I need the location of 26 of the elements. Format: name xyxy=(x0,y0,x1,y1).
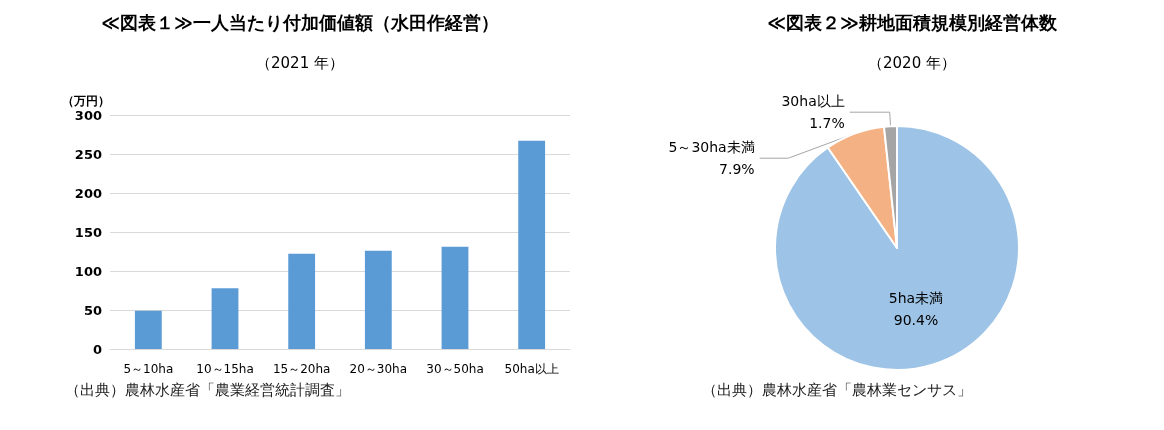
y-tick-label: 150 xyxy=(74,224,102,240)
x-tick-label: 15～20ha xyxy=(272,362,331,376)
chart-subtitle: （2020 年） xyxy=(868,53,956,72)
y-tick-label: 0 xyxy=(92,341,102,357)
text: （出典）農林水産省「農林業センサス」 xyxy=(702,380,972,399)
text: （出典）農林水産省「農業経営統計調査」 xyxy=(65,380,350,399)
slice-label: 30ha以上 xyxy=(781,93,845,110)
x-tick-label: 50ha以上 xyxy=(504,362,559,376)
chart-title: ≪図表１≫一人当たり付加価値額（水田作経営） xyxy=(101,11,499,33)
x-tick-label: 5～10ha xyxy=(123,362,174,376)
x-tick-label: 20～30ha xyxy=(349,362,408,376)
slice-label: 5～30ha未満 xyxy=(668,139,755,156)
y-tick-label: 250 xyxy=(74,146,102,162)
x-tick-label: 10～15ha xyxy=(196,362,254,376)
y-tick-label: 100 xyxy=(74,263,102,279)
y-tick-label: 300 xyxy=(74,107,102,123)
data-label: 90.4% xyxy=(893,312,939,329)
chart-title: ≪図表２≫耕地面積規模別経営体数 xyxy=(767,11,1058,33)
slice-label: 5ha未満 xyxy=(888,290,944,307)
y-axis-title: （万円） xyxy=(62,94,110,108)
x-tick-label: 30～50ha xyxy=(426,362,484,376)
data-label: 7.9% xyxy=(719,161,755,178)
y-tick-label: 200 xyxy=(74,185,102,201)
y-tick-label: 50 xyxy=(83,302,102,318)
chart-subtitle: （2021 年） xyxy=(256,53,344,72)
data-label: 1.7% xyxy=(809,115,845,132)
